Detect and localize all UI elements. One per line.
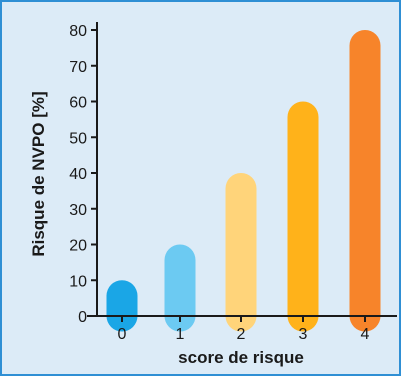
x-tick-label-2: 2 bbox=[237, 326, 246, 343]
y-tick-label: 30 bbox=[69, 202, 87, 219]
x-tick-label-3: 3 bbox=[299, 326, 308, 343]
y-tick-label: 50 bbox=[69, 130, 87, 147]
y-tick-label: 80 bbox=[69, 23, 87, 40]
y-axis-title: Risque de NVPO [%] bbox=[29, 91, 48, 256]
y-tick-label: 0 bbox=[78, 309, 87, 326]
x-tick-label-4: 4 bbox=[361, 326, 370, 343]
y-axis: 0 10 20 30 40 50 60 70 80 bbox=[69, 22, 98, 326]
y-tick-label: 40 bbox=[69, 166, 87, 183]
y-tick-label: 60 bbox=[69, 95, 87, 112]
bar-0 bbox=[106, 280, 138, 332]
bar-3 bbox=[287, 101, 319, 332]
x-tick-label-0: 0 bbox=[118, 326, 127, 343]
x-tick-label-1: 1 bbox=[176, 326, 185, 343]
x-axis: 0 1 2 3 4 bbox=[87, 315, 397, 343]
x-axis-title: score de risque bbox=[178, 348, 304, 367]
bar-4 bbox=[349, 30, 381, 332]
y-tick-label: 10 bbox=[69, 273, 87, 290]
bar-2 bbox=[225, 173, 257, 332]
y-tick-label: 70 bbox=[69, 59, 87, 76]
chart-marks bbox=[106, 30, 381, 332]
y-tick-label: 20 bbox=[69, 238, 87, 255]
bar-1 bbox=[164, 244, 196, 332]
